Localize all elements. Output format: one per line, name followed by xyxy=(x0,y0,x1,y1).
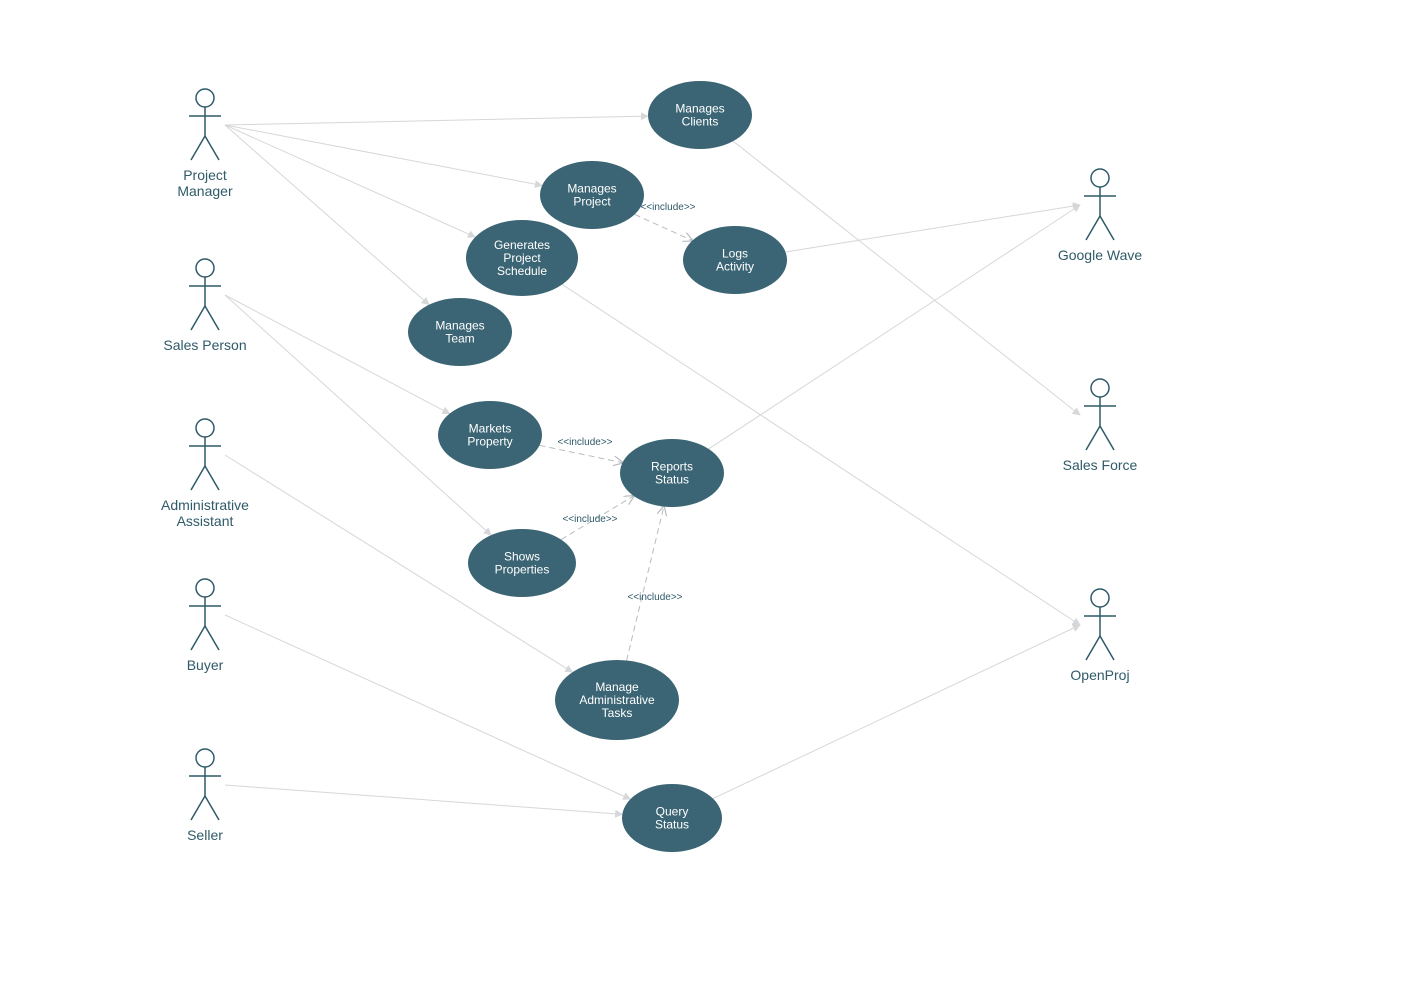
usecase-label: Properties xyxy=(495,563,550,577)
include-label: <<include>> xyxy=(627,592,682,603)
actor-aa: AdministrativeAssistant xyxy=(161,419,249,529)
association xyxy=(786,205,1080,252)
actor-label: Sales Force xyxy=(1063,457,1138,473)
actor-sp: Sales Person xyxy=(163,259,246,353)
association xyxy=(225,125,475,237)
include-edge xyxy=(635,214,693,240)
include-label: <<include>> xyxy=(562,514,617,525)
usecase-label: Activity xyxy=(716,260,754,274)
actor-gw: Google Wave xyxy=(1058,169,1143,263)
association xyxy=(713,625,1080,799)
usecase-label: Project xyxy=(573,195,611,209)
actor-sf: Sales Force xyxy=(1063,379,1138,473)
association xyxy=(733,141,1080,415)
usecase-markets: MarketsProperty xyxy=(438,401,542,469)
usecase-label: Status xyxy=(655,473,689,487)
usecase-label: Clients xyxy=(682,115,719,129)
usecase-label: Manages xyxy=(435,319,484,333)
usecase-label: Tasks xyxy=(602,706,633,720)
usecase-logs: LogsActivity xyxy=(683,226,787,294)
usecase-clients: ManagesClients xyxy=(648,81,752,149)
usecase-label: Generates xyxy=(494,238,550,252)
usecase-admin: ManageAdministrativeTasks xyxy=(555,660,679,740)
usecase-label: Status xyxy=(655,818,689,832)
usecase-label: Shows xyxy=(504,550,540,564)
usecase-label: Manages xyxy=(567,182,616,196)
association xyxy=(225,785,622,814)
association xyxy=(225,125,429,305)
usecase-label: Property xyxy=(467,435,512,449)
actor-label: Sales Person xyxy=(163,337,246,353)
include-edge xyxy=(627,507,664,661)
usecase-label: Administrative xyxy=(579,693,655,707)
actor-label: Seller xyxy=(187,827,223,843)
actor-label: Assistant xyxy=(177,513,234,529)
include-label: <<include>> xyxy=(640,202,695,213)
include-label: <<include>> xyxy=(557,437,612,448)
actor-label: Google Wave xyxy=(1058,247,1143,263)
actor-seller: Seller xyxy=(187,749,223,843)
usecase-team: ManagesTeam xyxy=(408,298,512,366)
actor-label: Administrative xyxy=(161,497,249,513)
actor-label: Project xyxy=(183,167,227,183)
usecase-label: Schedule xyxy=(497,264,547,278)
association xyxy=(225,116,648,125)
usecase-label: Project xyxy=(503,251,541,265)
actor-buyer: Buyer xyxy=(187,579,224,673)
usecase-label: Manages xyxy=(675,102,724,116)
actor-label: Manager xyxy=(177,183,233,199)
usecase-label: Logs xyxy=(722,247,748,261)
usecase-reports: ReportsStatus xyxy=(620,439,724,507)
actor-op: OpenProj xyxy=(1070,589,1129,683)
usecase-label: Markets xyxy=(469,422,512,436)
use-case-diagram: <<include>> <<include>> <<include>> <<inclu… xyxy=(0,0,1406,986)
usecase-label: Manage xyxy=(595,680,639,694)
usecase-project: ManagesProject xyxy=(540,161,644,229)
usecase-shows: ShowsProperties xyxy=(468,529,576,597)
usecase-label: Team xyxy=(445,332,474,346)
actor-pm: ProjectManager xyxy=(177,89,233,199)
actor-label: Buyer xyxy=(187,657,224,673)
association xyxy=(225,125,542,185)
usecase-label: Query xyxy=(656,805,689,819)
usecase-schedule: GeneratesProjectSchedule xyxy=(466,220,578,296)
usecase-query: QueryStatus xyxy=(622,784,722,852)
usecases-layer: ManagesClientsManagesProjectGeneratesPro… xyxy=(408,81,787,852)
usecase-label: Reports xyxy=(651,460,693,474)
actor-label: OpenProj xyxy=(1070,667,1129,683)
